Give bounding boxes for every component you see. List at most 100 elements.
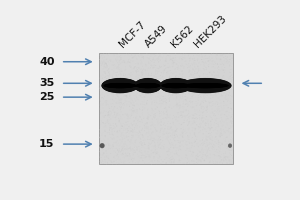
Point (205, 143, 210, 147)
Point (97, 160, 102, 163)
Point (201, 75, 206, 78)
Point (187, 63, 192, 66)
Point (161, 130, 166, 133)
Point (100, 56, 105, 59)
Point (178, 123, 183, 126)
Point (194, 104, 199, 107)
Point (181, 102, 186, 105)
Point (185, 139, 190, 142)
Point (112, 64, 117, 68)
Point (225, 79, 230, 82)
Point (175, 66, 179, 69)
Point (159, 60, 164, 63)
Point (117, 150, 122, 153)
Point (218, 155, 223, 158)
Point (196, 70, 201, 73)
Point (113, 134, 118, 138)
Point (131, 109, 136, 112)
Point (173, 54, 178, 57)
Point (180, 77, 185, 80)
Point (135, 92, 140, 95)
Point (171, 138, 176, 142)
Point (224, 135, 229, 138)
Ellipse shape (161, 80, 190, 91)
Point (196, 131, 201, 134)
Point (218, 154, 222, 157)
Point (104, 107, 109, 110)
Point (161, 123, 166, 126)
Point (115, 158, 119, 161)
Point (130, 126, 134, 129)
Point (128, 62, 133, 65)
Point (141, 61, 146, 64)
Point (103, 144, 107, 147)
Point (146, 92, 151, 95)
Point (136, 119, 141, 123)
Point (169, 87, 174, 90)
Point (204, 54, 209, 57)
Point (155, 111, 160, 114)
Point (127, 77, 132, 80)
Point (192, 63, 197, 67)
Point (228, 122, 232, 125)
Point (128, 95, 132, 98)
Point (99, 144, 104, 147)
Point (111, 79, 116, 82)
Point (223, 158, 228, 161)
Point (104, 52, 109, 55)
Point (205, 150, 210, 153)
Point (155, 145, 160, 148)
Ellipse shape (182, 81, 229, 91)
Point (218, 129, 223, 132)
Point (167, 93, 172, 96)
Point (111, 122, 116, 125)
Point (131, 108, 136, 111)
Point (123, 110, 128, 114)
Point (224, 92, 229, 96)
Point (227, 160, 232, 163)
Point (99, 60, 104, 63)
Point (167, 59, 172, 62)
Point (222, 86, 227, 89)
Point (205, 90, 209, 93)
Point (120, 63, 124, 66)
Point (183, 132, 188, 135)
Point (195, 158, 200, 161)
Point (101, 152, 106, 155)
Point (196, 96, 201, 99)
Point (128, 130, 133, 133)
Point (183, 98, 188, 101)
Point (218, 113, 223, 117)
Point (111, 77, 116, 80)
Point (188, 105, 193, 108)
Point (173, 115, 178, 118)
Point (161, 134, 166, 137)
Point (183, 86, 188, 89)
Point (190, 117, 195, 120)
Point (123, 147, 128, 150)
Ellipse shape (102, 79, 138, 92)
Point (191, 70, 196, 73)
Point (104, 100, 109, 104)
Ellipse shape (105, 84, 135, 88)
Point (159, 146, 164, 149)
Point (151, 147, 156, 150)
Point (105, 99, 110, 103)
Point (164, 135, 169, 138)
Point (225, 97, 230, 100)
Point (125, 73, 130, 76)
Point (225, 120, 230, 123)
Point (108, 88, 113, 91)
Point (160, 60, 165, 64)
Point (124, 143, 129, 147)
Point (108, 87, 113, 90)
Point (124, 104, 129, 107)
Point (213, 105, 218, 108)
Point (167, 69, 172, 73)
Point (113, 122, 118, 125)
Point (190, 122, 195, 125)
Point (200, 111, 205, 114)
Point (98, 160, 103, 163)
Point (134, 148, 139, 151)
Point (188, 134, 193, 137)
